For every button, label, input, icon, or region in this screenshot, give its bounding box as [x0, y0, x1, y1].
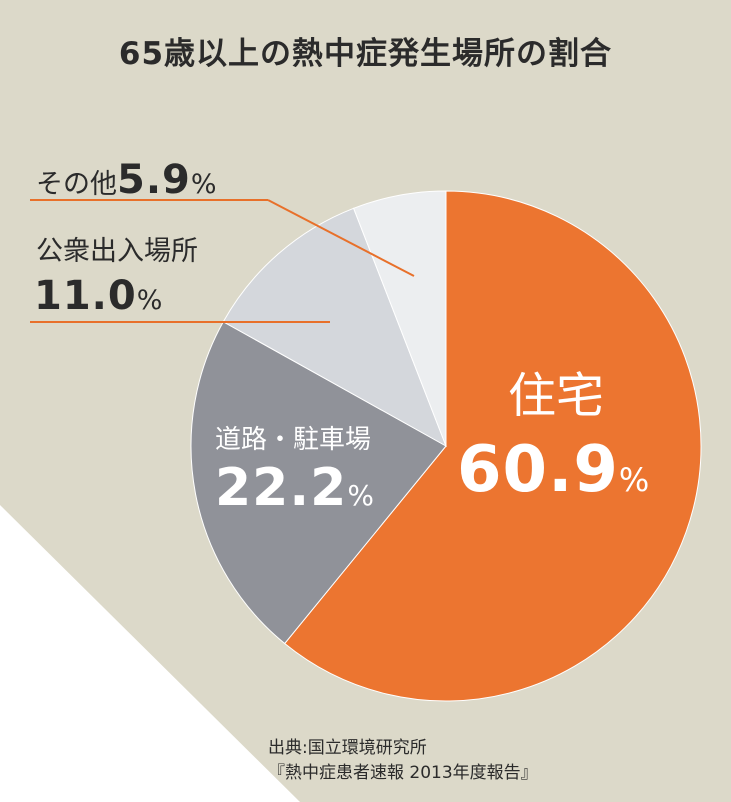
pie-slice-4	[352, 190, 447, 447]
leader-line-other-diagonal	[267, 199, 415, 277]
label-public-name: 公衆出入場所	[36, 236, 198, 267]
paper-corner-shape	[0, 505, 300, 802]
label-public-percent: %	[136, 285, 163, 316]
source-line-2: 『熱中症患者速報 2013年度報告』	[268, 762, 538, 783]
label-other-name: その他	[36, 169, 117, 200]
label-public-value: 11.0	[34, 273, 137, 319]
pie-slice-2	[190, 321, 447, 645]
label-jutaku-percent: %	[618, 461, 650, 499]
label-road-name: 道路・駐車場	[215, 425, 372, 455]
pie-slice-1	[283, 190, 702, 702]
label-other-percent: %	[190, 169, 217, 200]
label-jutaku-value: 60.9	[457, 433, 619, 507]
pie-slices	[190, 190, 702, 702]
label-public: 11.0%	[34, 276, 162, 316]
label-jutaku: 60.9%	[457, 438, 649, 502]
label-jutaku-name: 住宅	[508, 368, 605, 424]
label-road-value: 22.2	[215, 458, 348, 518]
source-line-1: 出典:国立環境研究所	[268, 738, 427, 758]
leader-lines	[30, 199, 415, 323]
pie-slice-3	[222, 207, 447, 448]
source-note: 出典:国立環境研究所 『熱中症患者速報 2013年度報告』	[268, 736, 538, 785]
label-other-value: 5.9	[117, 157, 191, 203]
chart-title: 65歳以上の熱中症発生場所の割合	[118, 36, 613, 72]
label-road-percent: %	[347, 479, 374, 512]
label-other: その他5.9%	[36, 160, 217, 200]
label-road: 22.2%	[215, 462, 374, 514]
